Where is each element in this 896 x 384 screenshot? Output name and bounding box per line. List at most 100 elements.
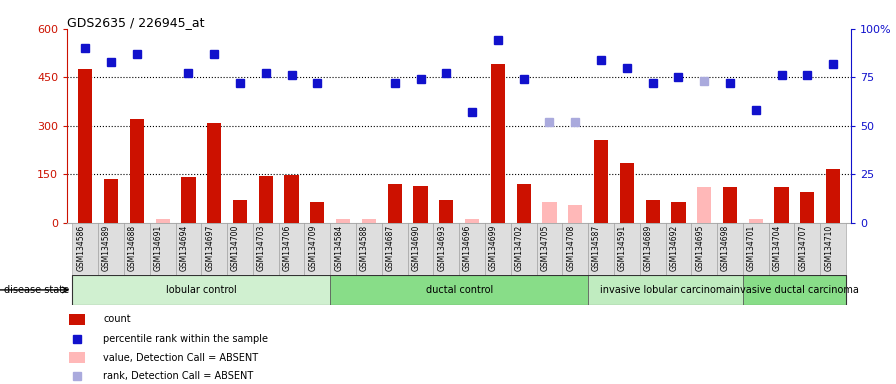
Bar <box>640 223 666 275</box>
Bar <box>826 169 840 223</box>
Text: GSM134584: GSM134584 <box>334 225 343 271</box>
Bar <box>176 223 202 275</box>
Bar <box>78 69 92 223</box>
Bar <box>207 122 221 223</box>
Text: GSM134696: GSM134696 <box>463 225 472 271</box>
Bar <box>104 179 118 223</box>
Bar <box>331 223 356 275</box>
Bar <box>331 275 588 305</box>
Text: disease state: disease state <box>4 285 70 295</box>
Text: GSM134706: GSM134706 <box>282 225 291 271</box>
Bar <box>491 65 505 223</box>
Bar <box>614 223 640 275</box>
Bar <box>362 220 376 223</box>
Bar <box>692 223 717 275</box>
Text: GSM134689: GSM134689 <box>643 225 652 271</box>
Text: GSM134691: GSM134691 <box>153 225 162 271</box>
Text: GSM134687: GSM134687 <box>385 225 395 271</box>
Bar <box>723 187 737 223</box>
Bar <box>697 187 711 223</box>
Bar <box>542 202 556 223</box>
Text: GSM134693: GSM134693 <box>437 225 446 271</box>
Text: GSM134586: GSM134586 <box>76 225 85 271</box>
Bar <box>743 275 846 305</box>
Bar <box>227 223 253 275</box>
Bar <box>485 223 511 275</box>
Bar <box>202 223 227 275</box>
Bar <box>279 223 305 275</box>
Text: GSM134707: GSM134707 <box>798 225 807 271</box>
Bar <box>537 223 563 275</box>
Text: GSM134710: GSM134710 <box>824 225 833 271</box>
Bar <box>749 220 762 223</box>
Text: GSM134589: GSM134589 <box>102 225 111 271</box>
Text: GSM134708: GSM134708 <box>566 225 575 271</box>
Text: GSM134591: GSM134591 <box>618 225 627 271</box>
Text: GSM134694: GSM134694 <box>179 225 188 271</box>
Bar <box>413 185 427 223</box>
Text: GSM134588: GSM134588 <box>360 225 369 271</box>
Bar <box>336 220 350 223</box>
Bar <box>408 223 434 275</box>
Bar <box>99 223 124 275</box>
Bar <box>671 202 685 223</box>
Text: GSM134695: GSM134695 <box>695 225 704 271</box>
Bar <box>305 223 331 275</box>
Text: rank, Detection Call = ABSENT: rank, Detection Call = ABSENT <box>103 371 254 381</box>
Text: GSM134703: GSM134703 <box>257 225 266 271</box>
Bar <box>124 223 150 275</box>
Text: GSM134699: GSM134699 <box>489 225 498 271</box>
Bar <box>388 184 401 223</box>
Bar <box>150 223 176 275</box>
Text: GDS2635 / 226945_at: GDS2635 / 226945_at <box>67 16 204 29</box>
Bar <box>434 223 459 275</box>
Bar <box>156 220 169 223</box>
Bar <box>181 177 195 223</box>
Text: GSM134705: GSM134705 <box>540 225 549 271</box>
Bar <box>820 223 846 275</box>
Text: GSM134587: GSM134587 <box>592 225 601 271</box>
Text: GSM134698: GSM134698 <box>721 225 730 271</box>
Text: GSM134700: GSM134700 <box>231 225 240 271</box>
Bar <box>717 223 743 275</box>
Bar <box>774 187 788 223</box>
Bar <box>826 220 840 223</box>
Bar <box>69 314 85 325</box>
Bar <box>253 223 279 275</box>
Bar <box>620 163 634 223</box>
Bar <box>517 184 530 223</box>
Text: invasive lobular carcinoma: invasive lobular carcinoma <box>599 285 731 295</box>
Text: percentile rank within the sample: percentile rank within the sample <box>103 334 268 344</box>
Bar <box>594 140 608 223</box>
Bar <box>800 192 814 223</box>
Bar <box>588 223 614 275</box>
Text: GSM134709: GSM134709 <box>308 225 317 271</box>
Text: ductal control: ductal control <box>426 285 493 295</box>
Text: GSM134692: GSM134692 <box>669 225 678 271</box>
Text: count: count <box>103 314 131 324</box>
Bar <box>382 223 408 275</box>
Text: GSM134704: GSM134704 <box>772 225 781 271</box>
Bar <box>645 200 659 223</box>
Bar <box>356 223 382 275</box>
Bar <box>568 205 582 223</box>
Bar <box>233 200 247 223</box>
Bar <box>459 223 485 275</box>
Bar <box>73 223 99 275</box>
Text: GSM134702: GSM134702 <box>514 225 523 271</box>
Bar <box>130 119 144 223</box>
Bar <box>69 353 85 363</box>
Text: value, Detection Call = ABSENT: value, Detection Call = ABSENT <box>103 353 258 363</box>
Text: GSM134688: GSM134688 <box>128 225 137 271</box>
Bar <box>310 202 324 223</box>
Bar <box>511 223 537 275</box>
Bar <box>743 223 769 275</box>
Bar <box>284 175 298 223</box>
Bar <box>666 223 692 275</box>
Text: GSM134697: GSM134697 <box>205 225 214 271</box>
Bar <box>795 223 820 275</box>
Text: lobular control: lobular control <box>166 285 237 295</box>
Bar <box>563 223 588 275</box>
Bar <box>769 223 795 275</box>
Text: invasive ductal carcinoma: invasive ductal carcinoma <box>730 285 858 295</box>
